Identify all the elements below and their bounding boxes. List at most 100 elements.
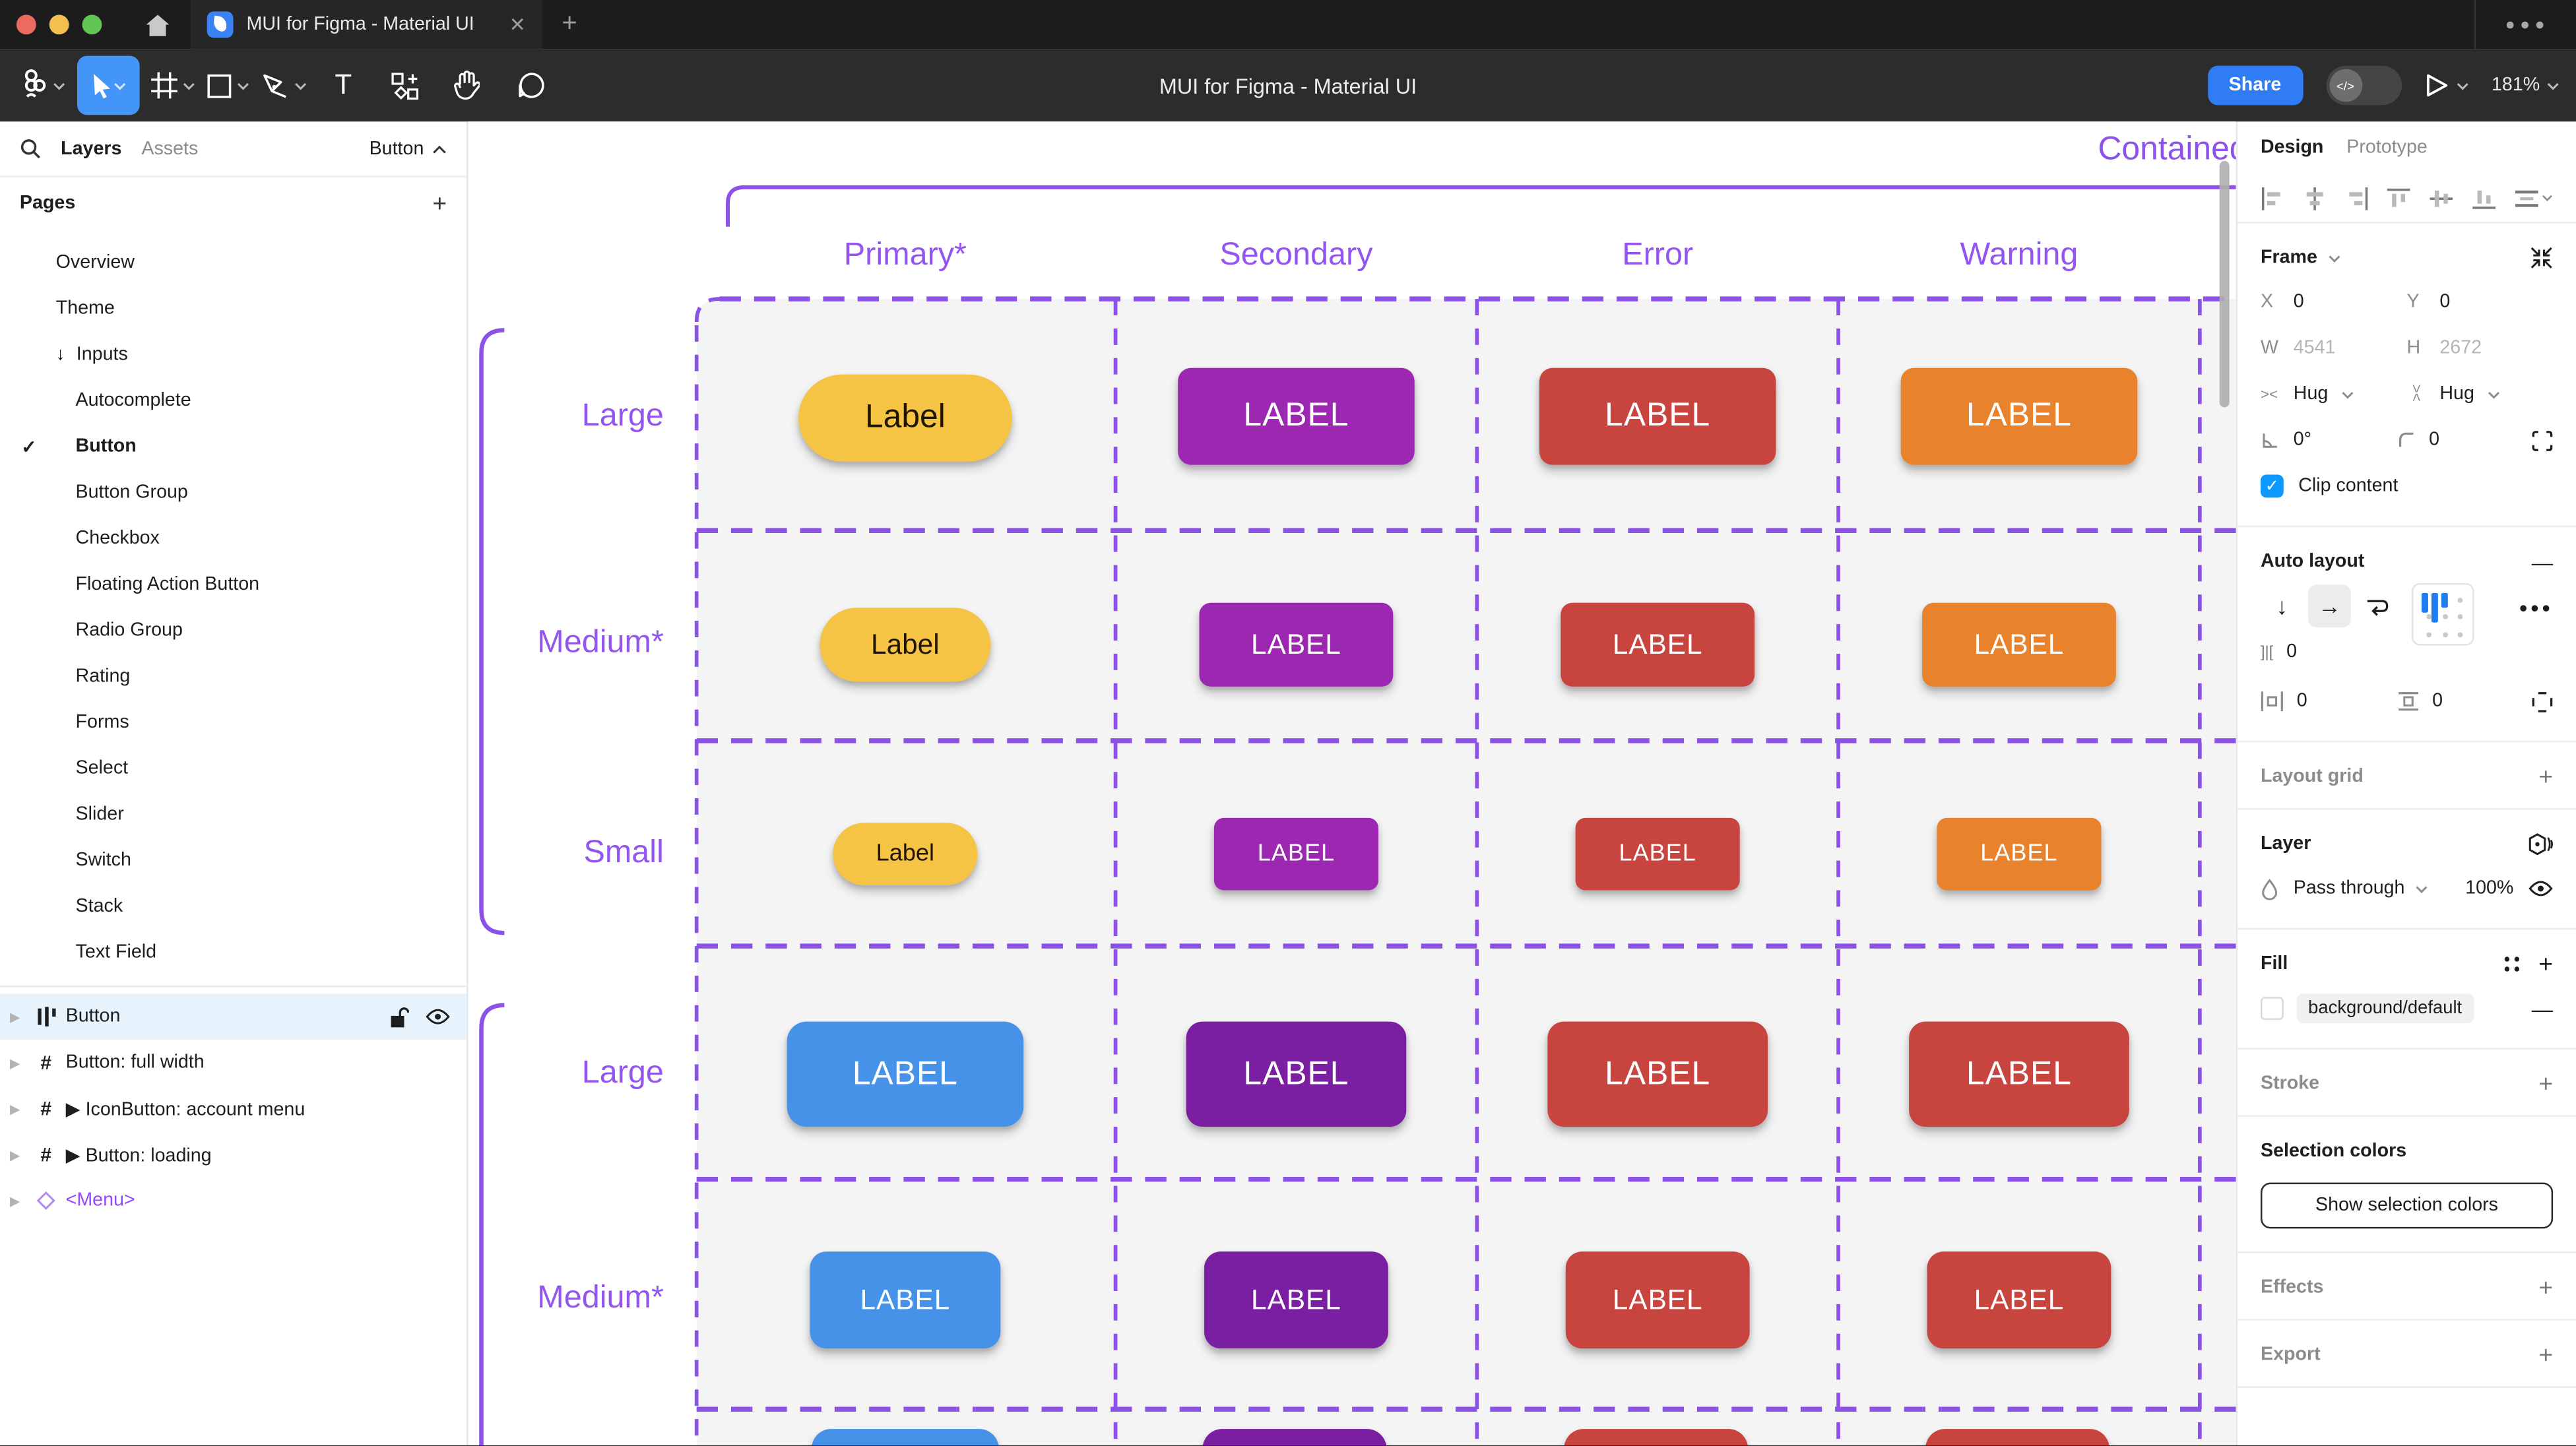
- layer-row-iconbutton-account-menu[interactable]: ▶ # ▶ IconButton: account menu: [0, 1086, 467, 1132]
- move-tool-button[interactable]: [77, 55, 140, 115]
- fill-token-chip[interactable]: background/default: [2296, 993, 2474, 1024]
- button-component[interactable]: LABEL: [1561, 602, 1755, 687]
- frame-tool-button[interactable]: [151, 56, 195, 115]
- fill-row[interactable]: background/default —: [2260, 986, 2554, 1032]
- button-component[interactable]: LABEL: [1213, 817, 1378, 891]
- horizontal-sizing-dropdown[interactable]: >< Hug: [2261, 385, 2407, 404]
- button-component[interactable]: Label: [798, 374, 1012, 462]
- button-component[interactable]: LABEL: [1204, 1251, 1388, 1349]
- button-component[interactable]: LABEL: [810, 1251, 1001, 1349]
- page-switcher[interactable]: Button: [370, 139, 447, 158]
- auto-layout-more-icon[interactable]: ●●●: [2519, 599, 2554, 616]
- add-page-button[interactable]: +: [432, 189, 447, 218]
- height-field[interactable]: H 2672: [2406, 338, 2482, 358]
- more-menu-icon[interactable]: ●●●: [2505, 15, 2550, 34]
- button-component[interactable]: LABEL: [1909, 1021, 2129, 1127]
- layer-row-button-loading[interactable]: ▶ # ▶ Button: loading: [0, 1131, 467, 1178]
- independent-padding-icon[interactable]: [2532, 691, 2553, 712]
- tab-assets[interactable]: Assets: [141, 139, 199, 159]
- search-icon[interactable]: [20, 138, 41, 159]
- button-component[interactable]: Label: [820, 608, 991, 682]
- page-item-text-field[interactable]: Text Field: [75, 943, 157, 963]
- frame-section-title[interactable]: Frame: [2260, 247, 2317, 268]
- home-button[interactable]: [125, 0, 191, 49]
- button-component[interactable]: [1202, 1429, 1387, 1446]
- layout-wrap-button[interactable]: [2356, 584, 2399, 627]
- page-item-button-group[interactable]: Button Group: [75, 483, 188, 503]
- page-item-switch[interactable]: Switch: [75, 850, 131, 871]
- hand-tool-button[interactable]: [440, 56, 493, 115]
- unlock-icon[interactable]: [389, 1006, 409, 1027]
- align-right-icon[interactable]: [2346, 186, 2369, 210]
- dev-mode-toggle[interactable]: </>: [2325, 65, 2402, 106]
- tab-prototype[interactable]: Prototype: [2346, 138, 2428, 158]
- button-component[interactable]: LABEL: [1900, 367, 2138, 465]
- layer-row-button[interactable]: ▶ Button: [0, 993, 467, 1040]
- present-button[interactable]: [2424, 73, 2468, 99]
- disclosure-chevron-icon[interactable]: ▶: [9, 1193, 20, 1209]
- layout-vertical-button[interactable]: ↓: [2276, 592, 2288, 619]
- add-effect-button[interactable]: +: [2538, 1273, 2554, 1302]
- file-tab[interactable]: MUI for Figma - Material UI ✕: [190, 0, 542, 49]
- eye-icon[interactable]: [426, 1009, 450, 1025]
- close-tab-icon[interactable]: ✕: [509, 13, 526, 36]
- corner-radius-field[interactable]: 0: [2396, 430, 2531, 450]
- page-item-radio-group[interactable]: Radio Group: [75, 621, 183, 641]
- pen-tool-button[interactable]: [261, 56, 307, 115]
- horizontal-padding-field[interactable]: 0: [2261, 691, 2396, 712]
- button-component[interactable]: LABEL: [1565, 1251, 1750, 1349]
- layout-horizontal-button[interactable]: →: [2308, 584, 2351, 628]
- resources-tool-button[interactable]: [379, 56, 429, 115]
- button-component[interactable]: LABEL: [1927, 1251, 2111, 1349]
- disclosure-chevron-icon[interactable]: ▶: [9, 1147, 20, 1162]
- share-button[interactable]: Share: [2207, 65, 2303, 106]
- page-item-button[interactable]: ✓ Button: [21, 437, 137, 458]
- close-window-button[interactable]: [16, 15, 36, 35]
- alignment-grid[interactable]: [2412, 582, 2474, 646]
- zoom-window-button[interactable]: [82, 15, 102, 35]
- zoom-menu[interactable]: 181%: [2492, 76, 2560, 95]
- button-component[interactable]: LABEL: [1178, 367, 1415, 465]
- width-field[interactable]: W 4541: [2260, 338, 2336, 358]
- frame-name-label[interactable]: Contained: [2098, 131, 2236, 168]
- styles-icon[interactable]: [2503, 955, 2523, 974]
- gap-field[interactable]: ]|[ 0: [2260, 642, 2298, 662]
- remove-auto-layout-button[interactable]: —: [2531, 549, 2554, 575]
- comment-tool-button[interactable]: [504, 56, 557, 115]
- page-item-rating[interactable]: Rating: [75, 666, 131, 687]
- eye-icon[interactable]: [2528, 881, 2553, 897]
- remove-fill-button[interactable]: —: [2531, 996, 2554, 1021]
- button-component[interactable]: [1925, 1429, 2109, 1446]
- disclosure-chevron-icon[interactable]: ▶: [9, 1101, 20, 1116]
- new-tab-button[interactable]: +: [562, 9, 577, 38]
- shape-tool-button[interactable]: [207, 56, 250, 115]
- align-top-icon[interactable]: [2387, 187, 2411, 210]
- independent-corners-icon[interactable]: [2532, 429, 2553, 451]
- tab-design[interactable]: Design: [2260, 138, 2324, 158]
- clip-content-checkbox[interactable]: ✓: [2260, 474, 2284, 498]
- align-bottom-icon[interactable]: [2472, 187, 2496, 210]
- page-item-forms[interactable]: Forms: [75, 712, 129, 733]
- add-stroke-button[interactable]: +: [2538, 1070, 2554, 1098]
- vertical-padding-field[interactable]: 0: [2396, 691, 2531, 711]
- button-component[interactable]: LABEL: [1547, 1021, 1768, 1127]
- rotation-field[interactable]: 0°: [2261, 430, 2396, 450]
- fill-color-swatch[interactable]: [2260, 997, 2284, 1021]
- align-vertical-center-icon[interactable]: [2430, 187, 2454, 210]
- page-item-theme[interactable]: Theme: [55, 299, 115, 319]
- align-horizontal-center-icon[interactable]: [2303, 186, 2326, 210]
- canvas[interactable]: Contained Primary* Secondary Error Warni…: [468, 121, 2236, 1446]
- button-component[interactable]: LABEL: [1922, 602, 2116, 687]
- button-component[interactable]: [1564, 1429, 1749, 1446]
- page-item-floating-action-button[interactable]: Floating Action Button: [75, 575, 260, 595]
- main-menu-button[interactable]: [13, 56, 66, 115]
- minimize-window-button[interactable]: [49, 15, 69, 35]
- canvas-scrollbar[interactable]: [2219, 161, 2230, 408]
- collapse-icon[interactable]: [2530, 246, 2553, 269]
- button-component[interactable]: LABEL: [1937, 817, 2102, 891]
- tab-layers[interactable]: Layers: [61, 139, 122, 159]
- disclosure-chevron-icon[interactable]: ▶: [9, 1009, 20, 1024]
- button-component[interactable]: LABEL: [787, 1021, 1024, 1127]
- page-item-select[interactable]: Select: [75, 759, 129, 779]
